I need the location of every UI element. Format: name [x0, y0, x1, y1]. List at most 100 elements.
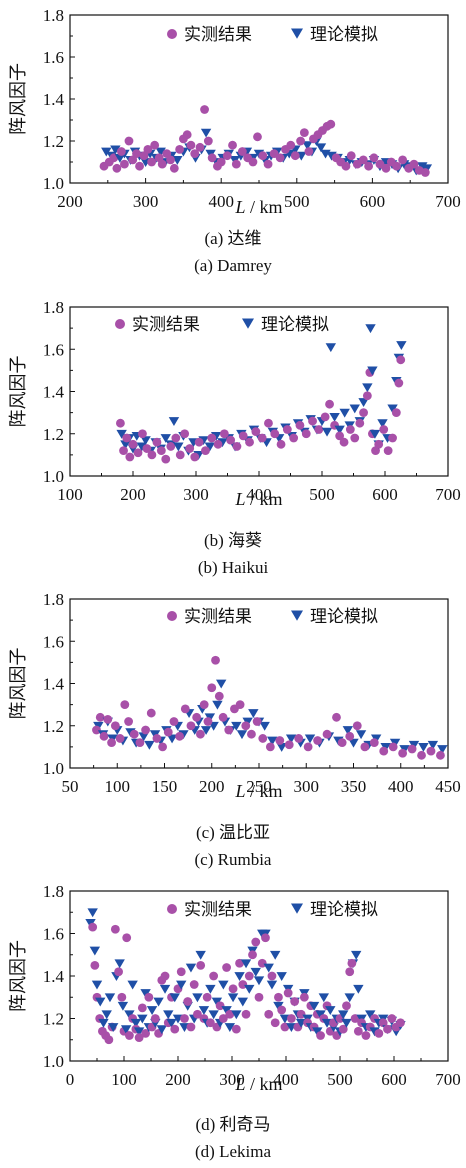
chart-panel-0: 200 300 400 500 600 700 1.0 1.2 1.4 1.6 1.8 阵风因子 L /…: [8, 6, 461, 275]
measured-point: [169, 163, 179, 173]
x-axis-unit: / km: [246, 197, 283, 217]
measured-point: [341, 161, 351, 171]
measured-point: [436, 750, 445, 760]
measured-point: [157, 159, 167, 169]
simulated-point: [387, 404, 398, 414]
x-tick-label: 400: [388, 777, 414, 796]
measured-point: [388, 433, 397, 443]
measured-point: [337, 738, 347, 748]
legend-simulated-marker: [291, 903, 303, 914]
simulated-point: [216, 679, 227, 689]
measured-point: [238, 431, 248, 441]
y-axis-label: 阵风因子: [8, 648, 29, 720]
measured-point: [213, 439, 223, 449]
legend-measured-label: 实测结果: [184, 900, 252, 920]
x-tick-label: 300: [294, 777, 320, 796]
simulated-point: [224, 1023, 236, 1032]
simulated-point: [329, 412, 340, 422]
measured-point: [283, 988, 293, 998]
measured-point: [257, 958, 267, 968]
measured-point: [166, 442, 176, 451]
measured-point: [299, 128, 309, 138]
measured-point: [175, 450, 185, 460]
measured-point: [264, 1009, 274, 1019]
measured-point: [175, 731, 185, 741]
simulated-point: [285, 734, 297, 744]
measured-point: [194, 437, 204, 447]
measured-point: [378, 1018, 388, 1028]
measured-point: [339, 437, 349, 447]
measured-point: [409, 159, 419, 169]
measured-point: [122, 433, 132, 443]
simulated-point: [325, 1006, 336, 1015]
x-tick-label: 200: [120, 485, 146, 504]
measured-point: [342, 1001, 351, 1011]
x-axis-variable: L: [234, 781, 245, 801]
measured-point: [303, 742, 313, 752]
measured-point: [353, 1026, 363, 1036]
simulated-point: [358, 398, 369, 408]
x-tick-label: 600: [372, 485, 398, 504]
x-tick-label: 200: [199, 777, 225, 796]
measured-point: [313, 736, 322, 745]
measured-point: [277, 1005, 287, 1015]
measured-point: [110, 721, 120, 731]
x-axis-variable: L: [234, 197, 245, 217]
simulated-point: [136, 442, 148, 452]
measured-point: [117, 147, 126, 156]
measured-point: [245, 437, 254, 447]
measured-point: [222, 151, 232, 161]
x-axis-unit: / km: [246, 489, 283, 509]
measured-point: [110, 924, 120, 934]
measured-point: [88, 922, 98, 932]
simulated-point: [144, 740, 155, 750]
simulated-point: [253, 976, 265, 986]
measured-point: [114, 967, 123, 977]
y-tick-label: 1.8: [43, 6, 64, 25]
measured-point: [301, 429, 311, 439]
measured-point: [296, 1009, 306, 1019]
simulated-point: [195, 950, 206, 960]
measured-point: [345, 967, 355, 977]
measured-point: [219, 429, 229, 439]
legend-simulated-marker: [291, 28, 303, 39]
simulated-point: [237, 997, 248, 1007]
measured-point: [170, 1024, 180, 1034]
chart-panel-1: 100 200 300 400 500 600 700 1.0 1.2 1.4 1.6 1.8 阵风因子…: [8, 298, 461, 577]
measured-point: [193, 1009, 202, 1019]
simulated-point: [130, 1018, 142, 1028]
simulated-point: [270, 950, 281, 960]
data-points: [99, 105, 433, 177]
simulated-point: [140, 436, 151, 446]
simulated-point: [116, 429, 127, 439]
measured-point: [264, 418, 273, 428]
simulated-point: [321, 427, 333, 437]
measured-point: [345, 425, 355, 434]
measured-point: [141, 1028, 151, 1038]
simulated-point: [104, 993, 116, 1003]
measured-point: [254, 992, 264, 1002]
measured-point: [195, 142, 205, 152]
simulated-point: [212, 700, 223, 710]
measured-point: [270, 1018, 280, 1028]
measured-point: [120, 700, 130, 710]
measured-point: [352, 721, 362, 731]
measured-point: [394, 378, 404, 388]
measured-point: [396, 1018, 405, 1028]
x-tick-label: 100: [57, 485, 83, 504]
measured-point: [190, 149, 200, 159]
measured-point: [225, 1009, 235, 1019]
measured-point: [391, 408, 401, 418]
simulated-point: [338, 1010, 349, 1020]
simulated-point: [236, 730, 248, 740]
measured-point: [276, 439, 286, 449]
x-tick-label: 200: [57, 192, 83, 211]
measured-point: [253, 132, 262, 142]
simulated-point: [365, 1010, 376, 1020]
measured-point: [294, 734, 304, 743]
y-tick-label: 1.6: [43, 632, 64, 651]
simulated-point: [153, 997, 164, 1007]
simulated-point: [267, 736, 278, 746]
simulated-point: [166, 1018, 177, 1028]
